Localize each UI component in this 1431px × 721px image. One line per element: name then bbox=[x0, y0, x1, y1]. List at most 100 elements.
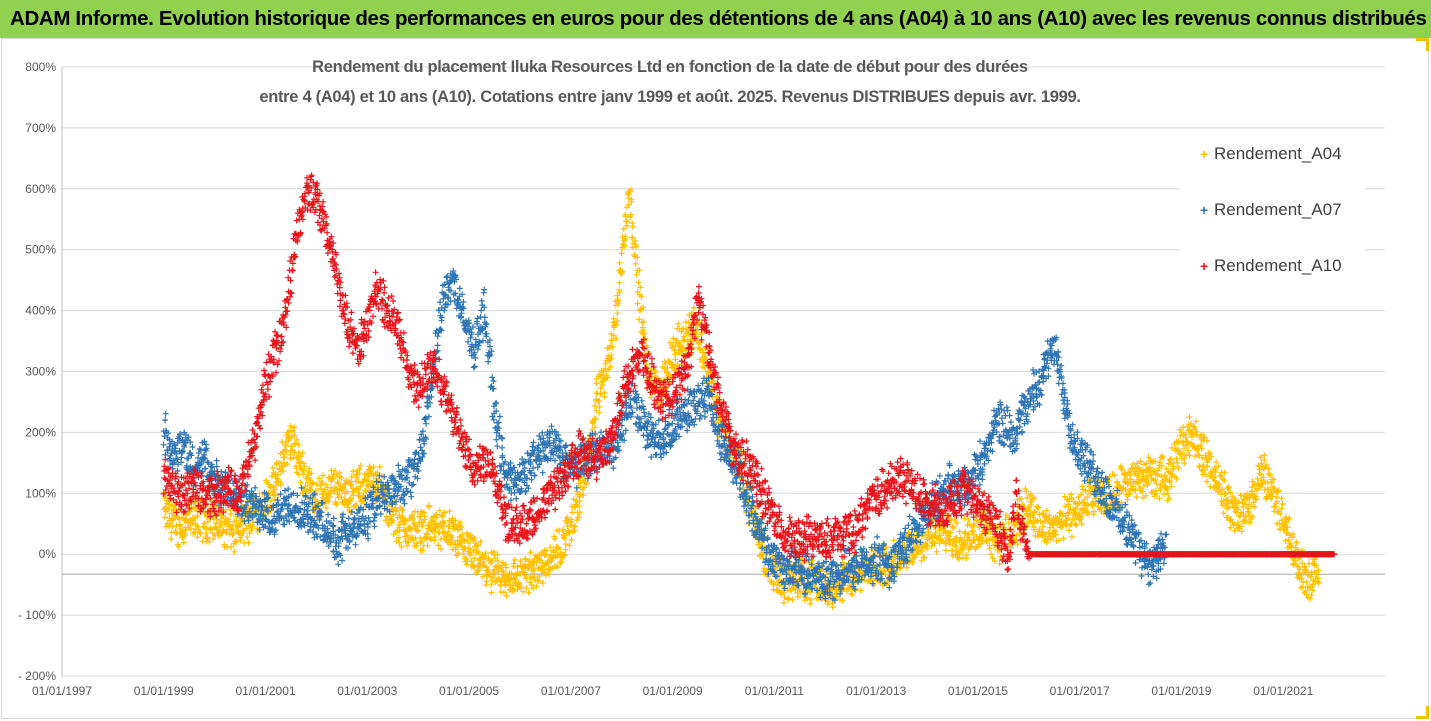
data-point bbox=[956, 528, 963, 535]
data-point bbox=[291, 424, 298, 431]
data-point bbox=[1133, 494, 1140, 500]
data-point bbox=[357, 462, 364, 469]
data-point bbox=[170, 515, 177, 522]
data-point bbox=[456, 285, 463, 292]
data-point bbox=[172, 502, 178, 509]
data-point bbox=[330, 475, 337, 482]
data-point bbox=[269, 464, 276, 471]
data-point bbox=[1090, 508, 1097, 515]
data-point bbox=[227, 544, 234, 551]
data-point bbox=[548, 423, 555, 430]
data-point bbox=[857, 587, 864, 594]
x-tick-label: 01/01/2015 bbox=[948, 684, 1008, 698]
data-point bbox=[357, 483, 364, 490]
data-point bbox=[675, 320, 682, 327]
data-point bbox=[1220, 510, 1227, 517]
data-point bbox=[281, 454, 288, 461]
data-point bbox=[1290, 531, 1297, 538]
data-point bbox=[307, 487, 314, 494]
data-point bbox=[200, 523, 207, 530]
data-point bbox=[558, 558, 565, 565]
data-point bbox=[471, 363, 478, 370]
data-point bbox=[289, 428, 296, 435]
data-point bbox=[244, 534, 251, 541]
data-point bbox=[566, 542, 573, 549]
data-point bbox=[166, 515, 173, 522]
data-point bbox=[275, 472, 281, 478]
data-point bbox=[1278, 495, 1285, 502]
data-point bbox=[338, 494, 345, 501]
data-point bbox=[424, 542, 431, 549]
data-point bbox=[167, 501, 173, 508]
data-point bbox=[470, 364, 477, 371]
x-tick-label: 01/01/2019 bbox=[1151, 684, 1211, 698]
data-point bbox=[162, 410, 169, 417]
data-point bbox=[202, 465, 209, 472]
x-tick-label: 01/01/2013 bbox=[846, 684, 906, 698]
data-point bbox=[1282, 537, 1289, 544]
data-point bbox=[1161, 491, 1167, 498]
data-point bbox=[233, 517, 240, 524]
data-point bbox=[1192, 453, 1199, 460]
data-point bbox=[297, 453, 304, 460]
data-point bbox=[629, 220, 636, 227]
data-point bbox=[194, 534, 201, 541]
data-point bbox=[344, 488, 351, 495]
data-point bbox=[161, 514, 168, 521]
data-point bbox=[344, 501, 351, 508]
data-point bbox=[235, 529, 242, 536]
data-point bbox=[443, 274, 450, 281]
data-point bbox=[485, 358, 492, 365]
data-point bbox=[283, 448, 290, 455]
data-point bbox=[446, 508, 453, 515]
frame-corner-marker bbox=[1416, 706, 1429, 719]
data-point bbox=[1222, 490, 1229, 497]
data-point bbox=[320, 472, 326, 479]
data-point bbox=[366, 478, 373, 485]
y-tick-label: 0% bbox=[39, 547, 57, 561]
data-point bbox=[291, 441, 298, 448]
data-point bbox=[807, 600, 814, 607]
data-point bbox=[632, 260, 639, 267]
data-point bbox=[204, 535, 211, 542]
data-point bbox=[325, 511, 332, 518]
data-point bbox=[210, 536, 217, 543]
data-point bbox=[785, 595, 792, 602]
x-tick-label: 01/01/2005 bbox=[439, 684, 499, 698]
data-point bbox=[224, 516, 231, 523]
data-point bbox=[300, 460, 307, 467]
data-point bbox=[206, 538, 213, 545]
data-point bbox=[949, 547, 956, 554]
data-point bbox=[330, 515, 337, 522]
data-point bbox=[288, 443, 295, 450]
data-point bbox=[478, 307, 485, 314]
data-point bbox=[333, 500, 340, 507]
data-point bbox=[374, 469, 381, 476]
data-point bbox=[376, 463, 383, 470]
y-tick-label: 400% bbox=[25, 304, 56, 318]
data-point bbox=[269, 473, 275, 480]
data-point bbox=[249, 523, 256, 530]
data-point bbox=[279, 463, 285, 470]
data-point bbox=[481, 286, 488, 293]
data-point bbox=[350, 468, 357, 475]
data-point bbox=[849, 591, 856, 598]
y-tick-label: 600% bbox=[25, 182, 56, 196]
data-point bbox=[488, 589, 495, 596]
data-point bbox=[620, 225, 627, 232]
data-point bbox=[1153, 480, 1160, 487]
data-point bbox=[789, 596, 796, 603]
data-point bbox=[666, 421, 673, 428]
data-point bbox=[493, 436, 500, 443]
data-point bbox=[323, 504, 330, 511]
data-point bbox=[568, 536, 575, 543]
x-tick-label: 01/01/2009 bbox=[643, 684, 703, 698]
data-point bbox=[207, 526, 214, 533]
data-point bbox=[808, 596, 815, 603]
y-tick-label: - 100% bbox=[18, 608, 56, 622]
data-point bbox=[1186, 414, 1193, 421]
data-point bbox=[310, 479, 317, 486]
data-point bbox=[324, 497, 330, 504]
